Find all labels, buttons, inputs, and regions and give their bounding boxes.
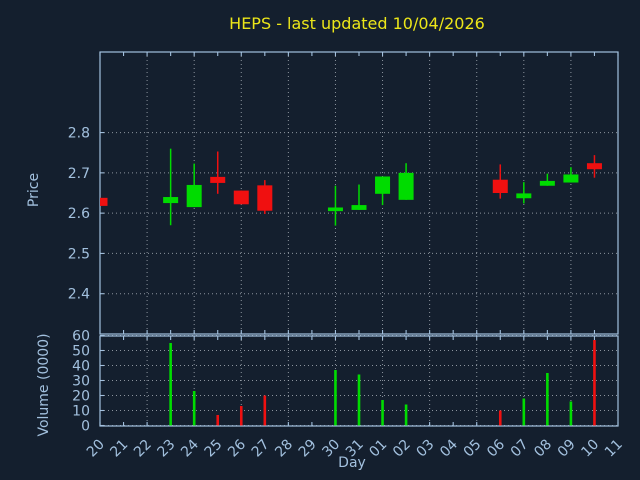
x-tick-label: 11 [602, 437, 626, 461]
x-tick-label: 28 [272, 437, 296, 461]
candle-day-20 [100, 197, 108, 206]
x-tick-label: 09 [555, 437, 579, 461]
volume-bar-day-25 [216, 415, 220, 426]
volume-tick-label: 60 [72, 329, 90, 345]
candle-day-10 [586, 163, 602, 170]
volume-bars [169, 340, 596, 426]
volume-bar-day-24 [192, 391, 196, 426]
x-tick-label: 21 [107, 437, 131, 461]
volume-tick-label: 40 [72, 359, 90, 375]
volume-tick-label: 0 [81, 419, 90, 435]
volume-axis-label: Volume (0000) [36, 333, 52, 436]
volume-bar-day-06 [498, 410, 502, 426]
x-tick-label: 29 [296, 437, 320, 461]
volume-tick-label: 50 [72, 344, 90, 360]
volume-tick-label: 30 [72, 374, 90, 390]
x-tick-label: 08 [531, 437, 555, 461]
candle-day-26 [233, 190, 249, 205]
candle-day-09 [563, 174, 579, 183]
volume-bar-day-01 [381, 400, 384, 426]
x-tick-label: 03 [414, 437, 438, 461]
axis-ticks [99, 52, 619, 427]
x-axis-label: Day [338, 455, 366, 471]
candle-day-01 [375, 176, 391, 194]
x-tick-label: 22 [131, 437, 155, 461]
volume-bar-day-23 [169, 343, 172, 426]
candles [100, 148, 602, 226]
candle-day-02 [398, 172, 414, 200]
gridlines [99, 52, 619, 426]
chart-title: HEPS - last updated 10/04/2026 [229, 14, 485, 33]
price-axis-label: Price [26, 173, 42, 207]
x-tick-label: 27 [249, 437, 273, 461]
volume-bar-day-02 [404, 404, 408, 426]
volume-bar-day-10 [593, 340, 596, 426]
x-tick-label: 10 [578, 437, 602, 461]
volume-bar-day-27 [263, 395, 267, 426]
volume-bar-day-31 [357, 374, 361, 426]
x-tick-label: 07 [508, 437, 532, 461]
candle-day-24 [186, 184, 202, 208]
candle-day-25 [210, 176, 226, 183]
x-tick-label: 26 [225, 436, 249, 460]
candle-day-30 [327, 207, 343, 212]
candle-day-08 [539, 180, 555, 186]
volume-tick-label: 10 [72, 404, 90, 420]
candle-day-27 [257, 185, 273, 211]
x-tick-label: 02 [390, 437, 414, 461]
volume-bar-day-26 [239, 406, 243, 426]
x-tick-label: 20 [84, 437, 108, 461]
price-tick-label: 2.6 [68, 206, 90, 222]
candle-day-07 [516, 193, 532, 199]
candle-day-31 [351, 205, 367, 210]
x-tick-label: 05 [461, 437, 485, 461]
volume-bar-day-09 [569, 401, 573, 426]
price-tick-label: 2.7 [68, 166, 90, 182]
candle-day-23 [163, 197, 179, 204]
price-tick-label: 2.8 [68, 126, 90, 142]
volume-tick-label: 20 [72, 389, 90, 405]
x-tick-label: 23 [155, 437, 179, 461]
x-tick-label: 24 [178, 436, 202, 460]
price-tick-label: 2.5 [68, 246, 90, 262]
x-tick-label: 04 [437, 436, 461, 460]
volume-bar-day-08 [546, 373, 549, 426]
x-tick-label: 06 [484, 436, 508, 460]
volume-bar-day-07 [522, 398, 526, 426]
candle-day-06 [492, 179, 508, 193]
price-tick-label: 2.4 [68, 287, 90, 303]
volume-bar-day-30 [334, 370, 337, 426]
x-tick-label: 25 [202, 437, 226, 461]
x-tick-label: 01 [366, 437, 390, 461]
axes-frame [99, 51, 619, 427]
